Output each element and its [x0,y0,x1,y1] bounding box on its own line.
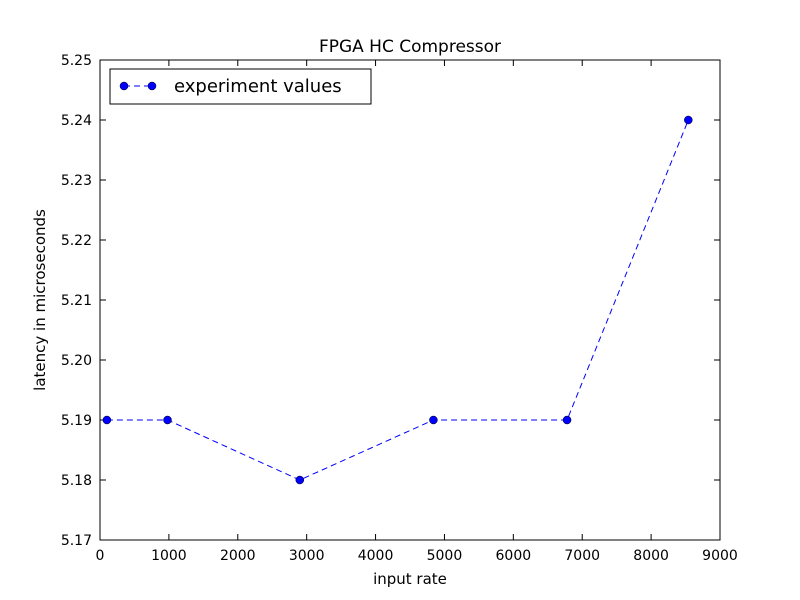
x-tick-label: 5000 [427,548,463,564]
data-point [562,415,572,425]
series-line [106,119,689,481]
y-tick-label: 5.17 [61,533,92,549]
data-point [163,415,172,425]
data-point [102,415,112,425]
x-tick-label: 7000 [564,548,600,564]
y-tick-label: 5.22 [61,233,92,249]
x-tick-label: 0 [96,548,105,564]
plot-frame [99,59,721,541]
legend-marker [119,81,129,91]
data-point [684,115,693,125]
y-tick-label: 5.18 [61,473,92,489]
x-tick-label: 4000 [358,548,394,564]
y-tick-label: 5.25 [61,53,92,69]
data-point [295,475,305,485]
y-tick-label: 5.20 [61,353,92,369]
x-tick-label: 2000 [220,548,256,564]
legend: experiment values [109,68,372,105]
legend-marker [147,81,157,91]
x-axis-label: input rate [373,570,447,588]
y-tick-label: 5.19 [61,413,92,429]
data-point [429,415,438,425]
series-layer [102,115,693,485]
y-axis-label: latency in microseconds [31,209,49,391]
chart-title: FPGA HC Compressor [319,37,501,57]
x-tick-label: 1000 [151,548,187,564]
y-tick-label: 5.24 [61,113,92,129]
x-tick-label: 6000 [496,548,532,564]
x-tick-label: 3000 [289,548,325,564]
ticks-layer: 0 1000 2000 3000 4000 5000 6000 7000 8000 9000 5.1… [61,53,738,564]
x-tick-label: 9000 [702,548,738,564]
y-tick-label: 5.21 [61,293,92,309]
x-tick-label: 8000 [633,548,669,564]
legend-label: experiment values [174,76,342,97]
y-tick-label: 5.23 [61,173,92,189]
